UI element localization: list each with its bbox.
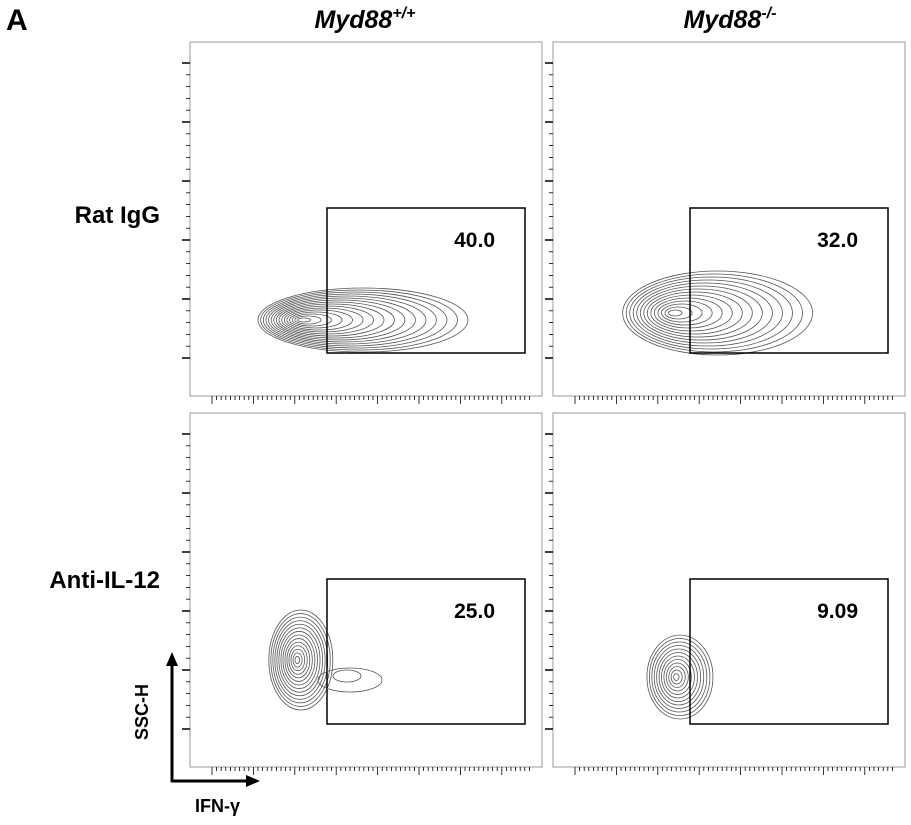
contour xyxy=(622,270,813,356)
contour xyxy=(282,634,316,686)
contour xyxy=(332,669,362,683)
contour xyxy=(632,279,783,347)
contour xyxy=(278,303,385,337)
plot-frame xyxy=(552,41,906,397)
contour xyxy=(275,301,395,339)
contour xyxy=(625,273,803,353)
contour xyxy=(260,289,458,351)
contour xyxy=(290,648,306,672)
gate xyxy=(689,207,889,354)
arrow-head xyxy=(166,652,178,666)
contour xyxy=(636,282,773,344)
contour xyxy=(648,638,711,716)
contour xyxy=(289,311,343,329)
y-axis-label: SSC-H xyxy=(132,684,152,740)
contour xyxy=(663,659,692,695)
contour xyxy=(639,285,763,341)
plot-frame xyxy=(552,412,906,768)
contour xyxy=(286,641,311,679)
gate xyxy=(689,578,889,725)
contour xyxy=(629,276,793,350)
row-label: Anti-IL-12 xyxy=(49,567,160,594)
header-sup: +/+ xyxy=(392,5,415,22)
contour xyxy=(265,293,437,347)
contour xyxy=(668,309,683,317)
contour xyxy=(276,623,323,697)
contour xyxy=(665,662,689,692)
contour xyxy=(650,294,733,332)
contour xyxy=(268,609,334,711)
row-label: Rat IgG xyxy=(75,202,160,229)
contour xyxy=(661,655,695,699)
contour xyxy=(643,288,753,338)
contour xyxy=(286,309,353,331)
contour xyxy=(651,641,708,713)
panel-label: A xyxy=(6,4,28,37)
contour xyxy=(270,613,331,707)
header-name: Myd88 xyxy=(315,6,393,34)
contour xyxy=(284,638,313,682)
contour xyxy=(291,313,332,327)
contour xyxy=(268,295,427,345)
gate-value: 32.0 xyxy=(817,229,858,252)
contour xyxy=(296,317,311,323)
contour xyxy=(317,667,383,693)
header-sup: -/- xyxy=(761,5,776,22)
contour xyxy=(664,306,693,320)
column-header: Myd88-/- xyxy=(684,5,777,34)
contour xyxy=(288,645,308,675)
contour xyxy=(673,673,680,681)
x-axis-label: IFN-γ xyxy=(195,796,240,816)
contour xyxy=(668,666,686,688)
contour xyxy=(646,634,714,720)
contour xyxy=(270,297,416,343)
gate-value: 40.0 xyxy=(454,229,495,252)
contour xyxy=(292,652,303,668)
gate xyxy=(326,207,526,354)
contour xyxy=(670,669,683,685)
contour xyxy=(262,291,448,349)
gate xyxy=(326,578,526,725)
contour xyxy=(257,287,469,353)
contour xyxy=(658,652,698,702)
contour xyxy=(294,315,322,325)
plot-frame xyxy=(189,41,543,397)
contour xyxy=(274,620,326,700)
contour xyxy=(283,307,364,333)
contour xyxy=(280,631,318,689)
contour xyxy=(653,645,705,709)
contour xyxy=(273,299,406,341)
contour xyxy=(661,303,703,323)
contour xyxy=(278,627,321,693)
contour xyxy=(656,648,702,706)
contour xyxy=(646,291,743,335)
contour xyxy=(294,656,300,664)
arrow-head xyxy=(246,775,260,787)
column-header: Myd88+/+ xyxy=(315,5,416,34)
contour xyxy=(653,297,723,329)
contour xyxy=(657,300,713,326)
gate-value: 9.09 xyxy=(817,600,858,623)
plot-frame xyxy=(189,412,543,768)
header-name: Myd88 xyxy=(684,6,762,34)
gate-value: 25.0 xyxy=(454,600,495,623)
